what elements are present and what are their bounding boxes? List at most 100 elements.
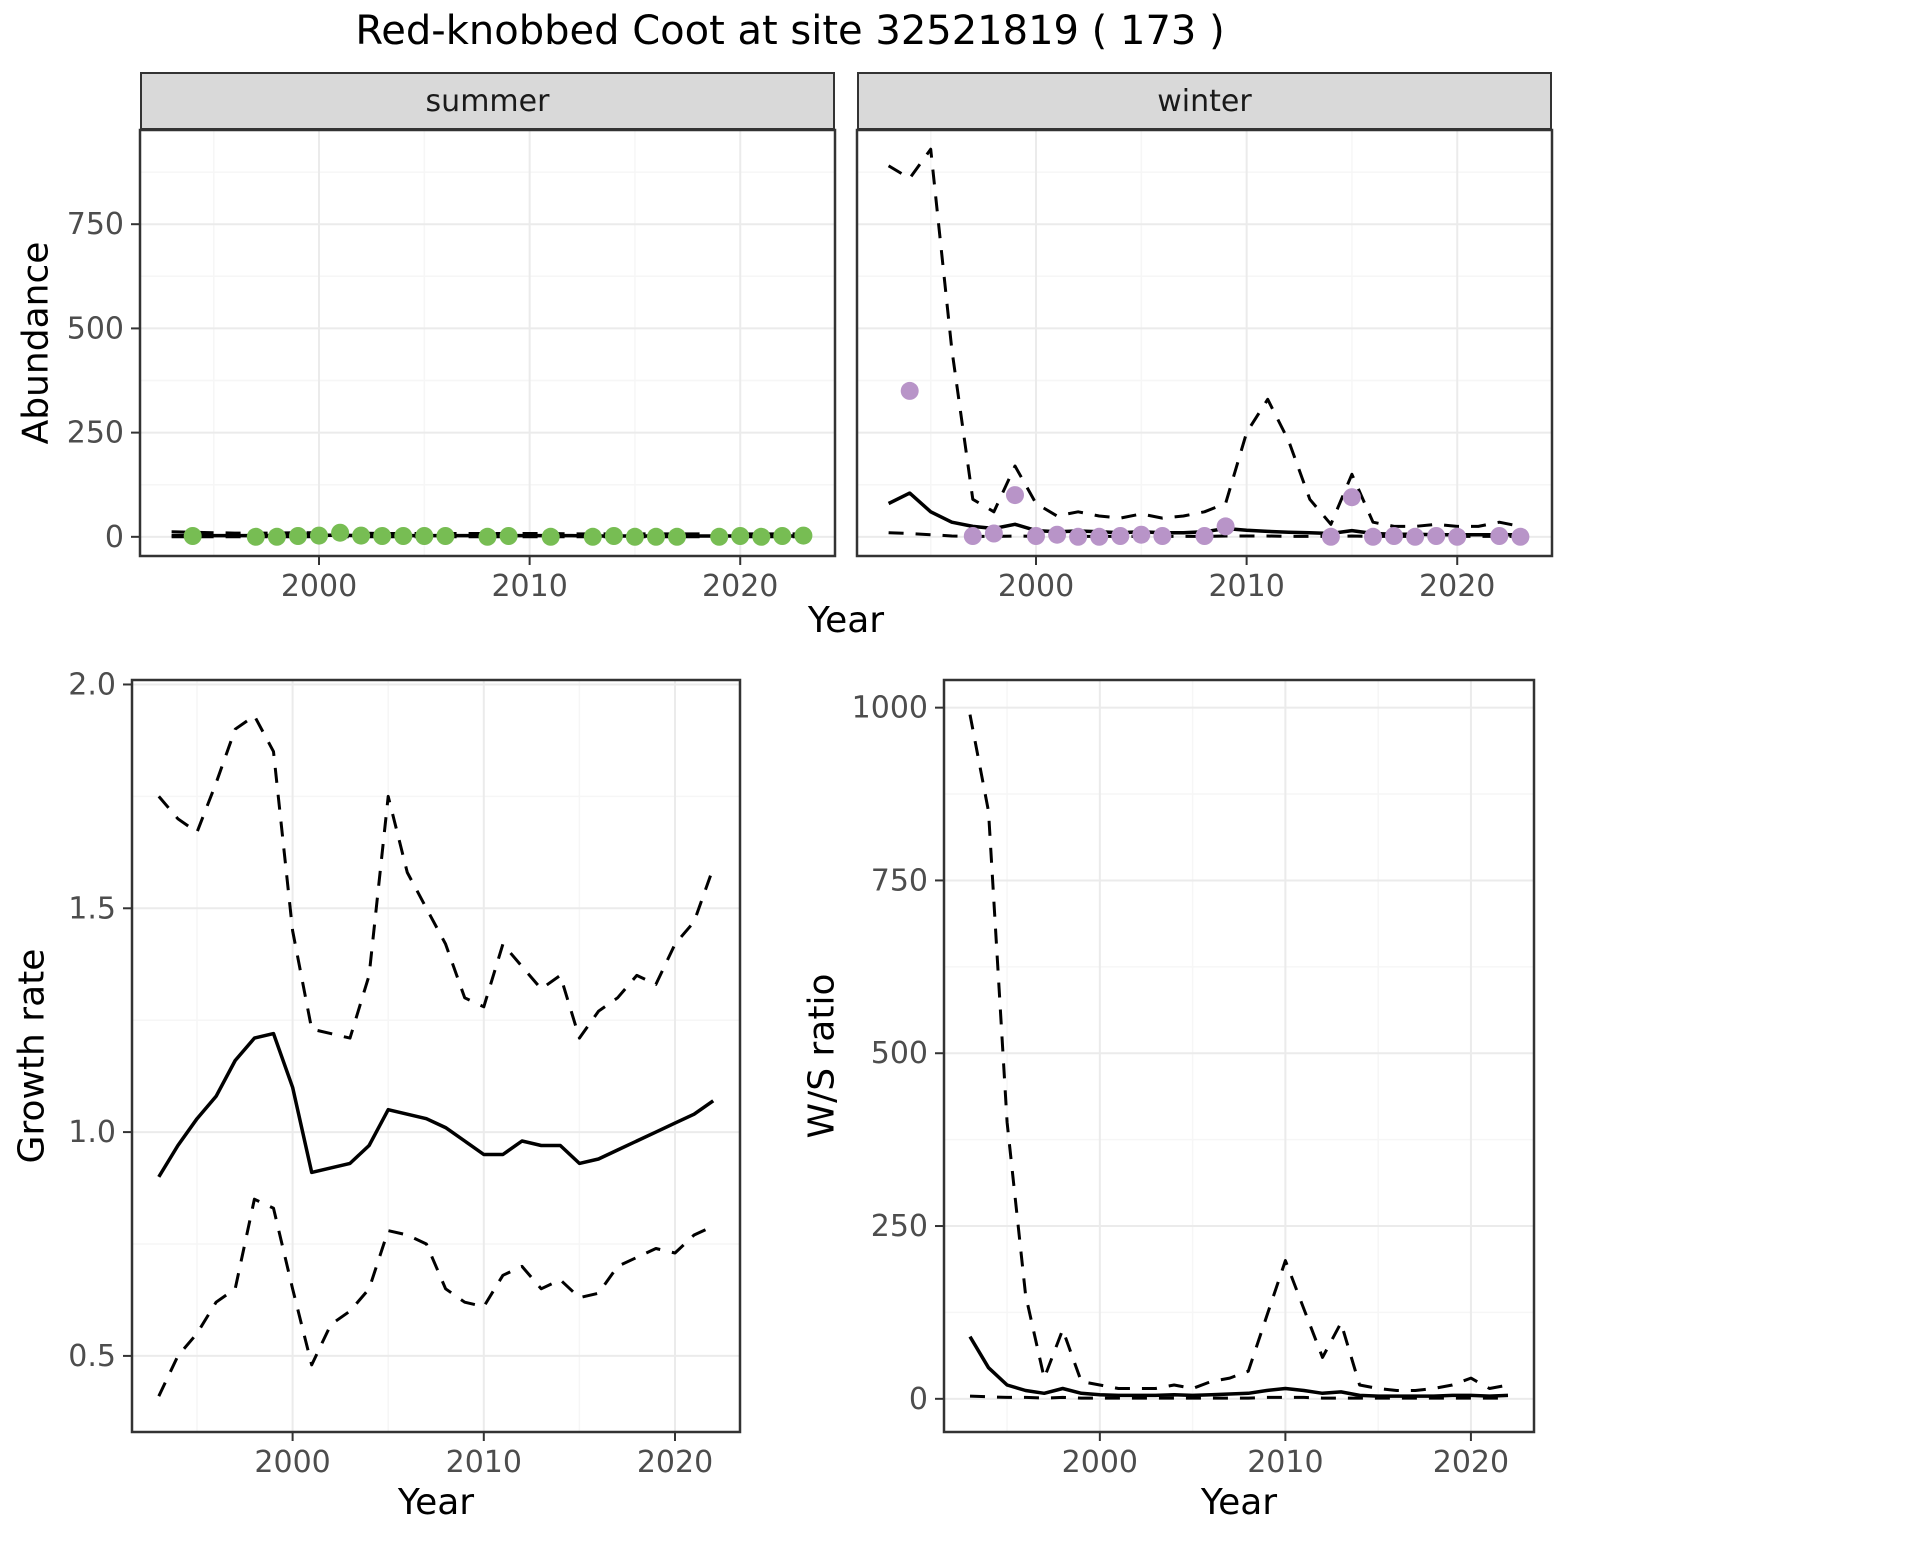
abundance-summer-observed-point — [478, 527, 497, 546]
abundance-summer-x-tick-label: 2000 — [281, 569, 357, 604]
ws-ratio-ci-lower-line — [969, 1394, 1508, 1400]
ws-ratio-model-mean-line — [968, 1335, 1509, 1398]
abundance-summer-observed-point — [583, 527, 602, 546]
facet-strip-summer-label: summer — [425, 83, 550, 119]
abundance-winter-observed-point — [1342, 488, 1361, 507]
abundance-winter-observed-point — [1511, 527, 1530, 546]
abundance-summer-y-tick-label: 750 — [67, 207, 124, 242]
abundance-summer-observed-point — [773, 527, 792, 545]
abundance-winter-observed-point — [1195, 527, 1214, 545]
abundance-winter-observed-point — [1364, 527, 1382, 546]
abundance-summer-observed-point — [331, 523, 350, 542]
abundance-summer-observed-point — [647, 527, 665, 546]
abundance-summer-observed-point — [310, 526, 328, 545]
abundance-summer-observed-point — [373, 527, 392, 545]
growth-rate-x-tick-label: 2010 — [446, 1445, 522, 1480]
facet-strip-summer: summer — [140, 72, 835, 130]
growth-y-axis-title: Growth rate — [11, 948, 53, 1164]
abundance-summer-y-tick-label: 500 — [67, 311, 124, 346]
growth-rate-y-tick-label: 1.0 — [68, 1115, 116, 1150]
abundance-summer-observed-point — [267, 527, 286, 546]
ws-ratio-x-tick-label: 2020 — [1433, 1445, 1509, 1480]
facet-strip-winter: winter — [857, 72, 1552, 130]
growth-rate-ci-upper-line — [157, 714, 715, 1040]
abundance-winter-x-tick-label: 2000 — [998, 569, 1074, 604]
ws-ratio-y-tick-label: 1000 — [852, 691, 928, 726]
abundance-summer-observed-point — [752, 527, 771, 546]
abundance-y-axis-title: Abundance — [15, 241, 57, 445]
growth-x-axis-title: Year — [397, 1482, 475, 1523]
abundance-summer-observed-point — [183, 527, 202, 545]
abundance-winter-panel: 2000 2010 2020 — [855, 128, 1554, 604]
abundance-summer-observed-point — [352, 526, 371, 545]
abundance-winter-observed-point — [1048, 525, 1067, 544]
growth-rate-x-tick-label: 2020 — [637, 1445, 713, 1480]
abundance-x-axis-title: Year — [807, 600, 885, 641]
abundance-summer-x-tick-label: 2010 — [491, 569, 567, 604]
abundance-summer-x-tick-label: 2020 — [702, 569, 778, 604]
abundance-winter-observed-point — [1385, 527, 1403, 545]
ws-y-axis-title: W/S ratio — [801, 973, 843, 1139]
abundance-winter-observed-point — [1069, 527, 1088, 546]
abundance-winter-observed-point — [900, 381, 919, 400]
facet-strip-winter-label: winter — [1157, 83, 1252, 119]
abundance-winter-observed-point — [963, 527, 982, 545]
abundance-winter-observed-point — [1427, 527, 1446, 545]
plot-title: Red-knobbed Coot at site 32521819 ( 173 … — [355, 8, 1225, 54]
abundance-winter-observed-point — [984, 524, 1003, 543]
growth-rate-y-tick-label: 1.5 — [68, 891, 116, 926]
ws-ratio-panel-border — [942, 678, 1536, 1434]
abundance-winter-observed-point — [1406, 527, 1425, 546]
growth-rate-panel: 2000 2010 2020 0.5 1.0 1.5 2.0 — [68, 667, 742, 1480]
abundance-summer-observed-point — [710, 527, 729, 546]
growth-rate-ci-lower-line — [157, 1197, 714, 1397]
ws-ratio-y-tick-label: 750 — [871, 863, 928, 898]
abundance-summer-y-tick-label: 250 — [67, 416, 124, 451]
abundance-summer-panel: 2000 2010 2020 0 250 500 750 — [67, 128, 837, 604]
abundance-winter-x-tick-label: 2010 — [1208, 569, 1284, 604]
ws-ratio-ci-upper-line — [968, 714, 1509, 1392]
abundance-winter-observed-point — [1006, 486, 1024, 505]
abundance-winter-x-tick-label: 2020 — [1419, 569, 1495, 604]
ws-ratio-y-tick-label: 500 — [871, 1036, 928, 1071]
abundance-winter-observed-point — [1111, 527, 1130, 545]
abundance-summer-observed-point — [246, 527, 265, 546]
abundance-summer-observed-point — [668, 527, 686, 546]
abundance-winter-observed-point — [1321, 527, 1340, 546]
abundance-winter-observed-point — [1448, 527, 1467, 546]
abundance-winter-observed-point — [1216, 517, 1235, 536]
abundance-summer-observed-point — [604, 527, 623, 545]
abundance-summer-observed-point — [499, 527, 518, 545]
abundance-winter-observed-point — [1153, 527, 1172, 545]
abundance-summer-observed-point — [289, 527, 307, 545]
ws-x-axis-title: Year — [1200, 1482, 1278, 1523]
growth-rate-model-mean-line — [157, 1031, 715, 1178]
abundance-summer-observed-point — [415, 527, 434, 545]
abundance-summer-observed-point — [436, 527, 455, 545]
ws-ratio-x-tick-label: 2010 — [1247, 1445, 1323, 1480]
abundance-summer-ci-upper-line — [171, 530, 804, 536]
abundance-winter-observed-point — [1490, 527, 1509, 545]
abundance-winter-panel-border — [855, 128, 1554, 558]
abundance-winter-observed-point — [1027, 527, 1045, 545]
abundance-summer-observed-point — [794, 526, 813, 545]
ws-ratio-y-tick-label: 0 — [909, 1382, 928, 1417]
abundance-summer-observed-point — [731, 527, 750, 545]
abundance-winter-ci-upper-line — [887, 147, 1521, 528]
abundance-summer-observed-point — [541, 527, 560, 546]
ws-ratio-panel: 2000 2010 2020 0 250 500 750 1000 — [852, 678, 1536, 1480]
ws-ratio-y-tick-label: 250 — [871, 1209, 928, 1244]
abundance-winter-observed-point — [1090, 527, 1109, 546]
abundance-summer-observed-point — [394, 527, 413, 545]
abundance-summer-observed-point — [625, 527, 644, 546]
growth-rate-x-tick-label: 2000 — [254, 1445, 330, 1480]
abundance-winter-observed-point — [1132, 525, 1151, 544]
growth-rate-panel-border — [130, 678, 742, 1434]
ws-ratio-x-tick-label: 2000 — [1062, 1445, 1138, 1480]
abundance-summer-y-tick-label: 0 — [105, 520, 124, 555]
growth-rate-y-tick-label: 0.5 — [68, 1339, 116, 1374]
abundance-summer-panel-border — [138, 128, 837, 558]
growth-rate-y-tick-label: 2.0 — [68, 667, 116, 702]
